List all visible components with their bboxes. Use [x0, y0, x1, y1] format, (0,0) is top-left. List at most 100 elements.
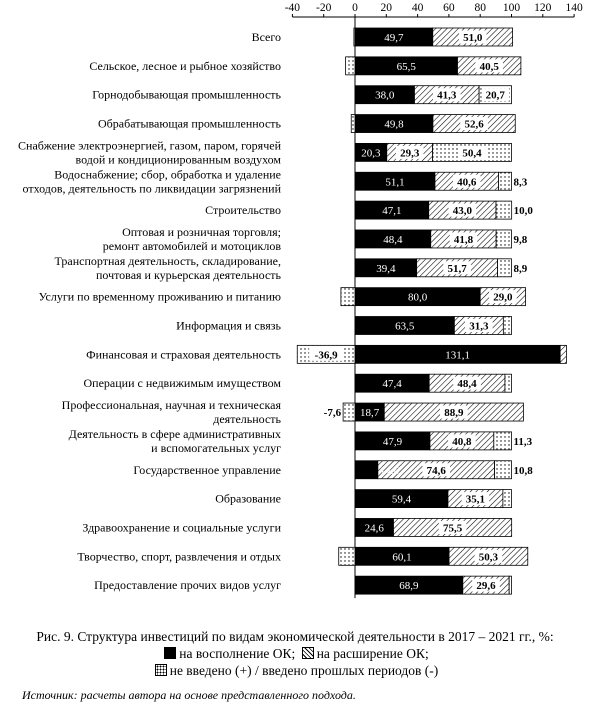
bars: [296, 27, 567, 595]
x-tick-label: 0: [352, 2, 358, 14]
data-label: 14,6: [380, 465, 400, 477]
data-label: -7,6: [324, 407, 342, 419]
data-label-bg: [448, 203, 477, 217]
data-label: 51,1: [385, 176, 404, 188]
legend-row-1: на восполнение ОК; на расширение ОК;: [0, 645, 590, 662]
bar-segment-dots: [350, 114, 356, 133]
data-label-bg: [449, 232, 478, 246]
bar-segment-dots: [493, 431, 512, 451]
data-label: 49,8: [384, 119, 404, 131]
bar-segment-solid: [354, 460, 379, 480]
data-label-bg: [474, 549, 503, 563]
data-label-bg: [513, 463, 542, 477]
bar-segment-dots: [494, 460, 512, 480]
data-label-bg: [465, 319, 493, 332]
bar-segment-dots: [502, 316, 512, 335]
data-label: 40,8: [452, 436, 472, 448]
data-label: 47,1: [382, 205, 401, 217]
category-label: Горнодобывающая промышленность: [92, 88, 281, 102]
data-label: 74,6: [427, 465, 447, 477]
category-label: Информация и связь: [176, 319, 281, 333]
bar-segment-dots: [340, 287, 356, 307]
data-label-bg: [460, 117, 488, 131]
bar-segment-dots: [342, 402, 356, 422]
category-label: Снабжение электроэнергией, газом, паром,…: [18, 138, 282, 166]
category-label: Предоставление прочих видов услуг: [94, 578, 281, 592]
data-label: 41,8: [454, 234, 474, 246]
x-tick-label: 40: [412, 2, 424, 14]
data-label: 38,0: [375, 90, 395, 102]
bar-segment-dots: [508, 575, 512, 595]
bar-segment-dots: [353, 27, 356, 47]
bar-segment-dots: [354, 518, 356, 537]
data-label: 10,8: [514, 465, 534, 477]
data-label-bg: [432, 88, 461, 102]
category-label: Обрабатывающая промышленность: [98, 117, 282, 131]
data-label-bg: [489, 290, 517, 304]
data-label-bg: [475, 59, 503, 73]
category-label: Здравоохранение и социальные услуги: [82, 520, 281, 534]
data-label: 48,4: [457, 378, 477, 390]
data-label: 50,4: [462, 147, 482, 159]
data-label-bg: [513, 203, 542, 217]
data-label-bg: [513, 434, 542, 448]
data-label: 47,9: [383, 436, 403, 448]
bar-segment-dots: [498, 171, 512, 191]
data-label-bg: [458, 30, 487, 44]
data-label-bg: [448, 434, 476, 448]
data-label: 59,4: [392, 494, 412, 506]
data-label: 8,3: [514, 176, 528, 188]
data-label-bg: [458, 145, 486, 159]
data-label-bg: [438, 520, 467, 534]
data-label: 39,4: [376, 263, 396, 275]
category-label: Профессиональная, научная и техническая д…: [62, 398, 282, 426]
legend-dots-label: не введено (+) / введено прошлых периодо…: [169, 663, 439, 678]
category-label: Творчество, спорт, развлечения и отдых: [77, 549, 281, 563]
data-label: 65,5: [397, 61, 417, 73]
data-label-bg: [513, 261, 535, 275]
data-label: 11,3: [514, 436, 533, 448]
data-label: 24,6: [365, 522, 385, 534]
data-label: 60,1: [392, 551, 411, 563]
data-label: 52,6: [464, 119, 484, 131]
data-label: 75,5: [443, 522, 463, 534]
category-label: Образование: [215, 492, 281, 506]
x-tick-label: 60: [443, 2, 455, 14]
figure-caption: Рис. 9. Структура инвестиций по видам эк…: [36, 629, 554, 644]
data-label: 29,3: [400, 147, 420, 159]
x-tick-label: 20: [381, 2, 393, 14]
data-label: 88,9: [444, 407, 464, 419]
data-label: 8,9: [514, 263, 528, 275]
data-label: 43,0: [453, 205, 473, 217]
bar-segment-dots: [495, 200, 513, 220]
legend-dots-swatch: [154, 664, 167, 676]
data-label: 18,7: [360, 407, 380, 419]
data-label: 131,1: [445, 349, 470, 361]
x-tick-label: -40: [285, 2, 301, 14]
data-label-bg: [513, 232, 535, 246]
data-label-bg: [513, 174, 535, 188]
legend-hatch-swatch: [301, 647, 314, 659]
data-label-bg: [440, 405, 468, 419]
data-label: 68,9: [399, 580, 419, 592]
bar-segment-dots: [338, 546, 356, 566]
data-label-bg: [472, 578, 500, 592]
data-label: 31,3: [469, 321, 489, 333]
category-label: Водоснабжение; сбор, обработка и удалени…: [22, 167, 281, 195]
data-label-bg: [422, 463, 451, 477]
data-label: 20,3: [361, 147, 381, 159]
data-label: 20,7: [486, 90, 506, 102]
data-label: 50,3: [479, 551, 499, 563]
x-tick-label: -20: [316, 2, 332, 14]
category-label: Всего: [252, 30, 281, 44]
data-label-bg: [395, 145, 424, 159]
x-tick-label: 140: [565, 2, 583, 14]
data-label-bg: [452, 174, 481, 188]
category-label: Операции с недвижимым имуществом: [84, 376, 282, 390]
legend-hatch-label: на расширение ОК;: [316, 646, 429, 661]
bar-segment-hatch: [559, 344, 567, 364]
bar-segment-dots: [497, 258, 512, 278]
data-label-bg: [313, 405, 342, 419]
x-tick-label: 120: [534, 2, 552, 14]
data-label-bg: [453, 376, 481, 390]
